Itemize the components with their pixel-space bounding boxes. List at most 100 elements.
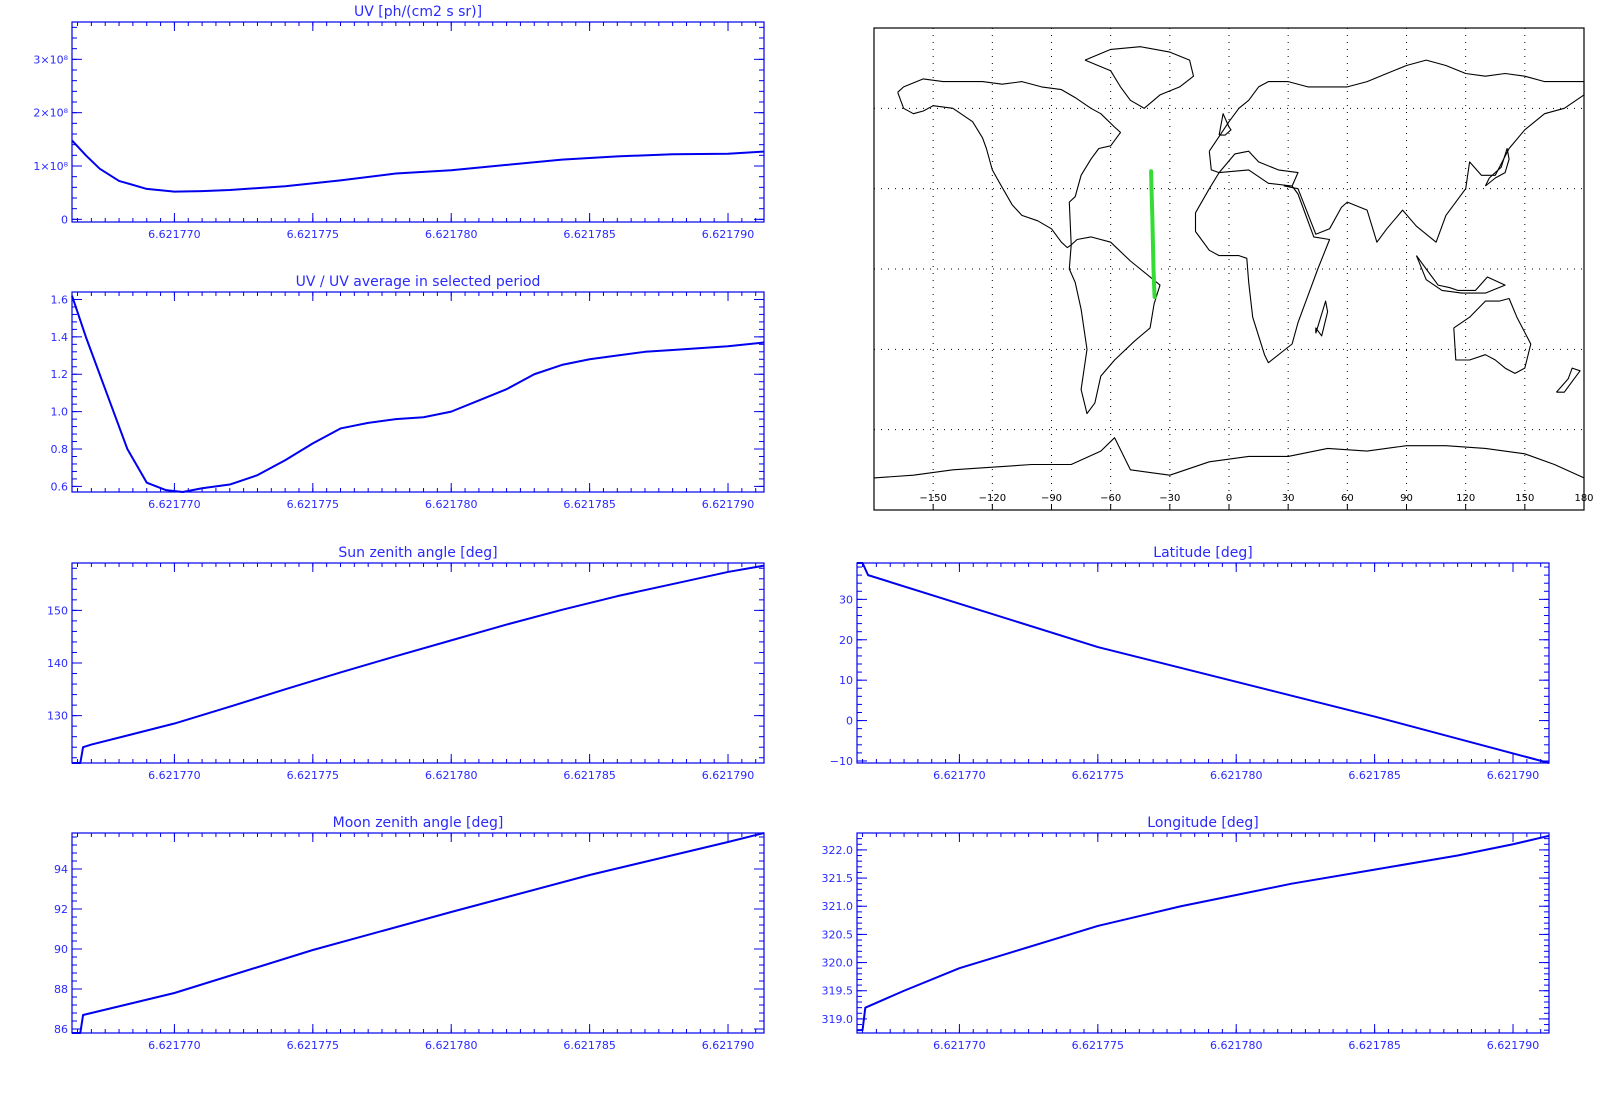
sun-zenith-frame	[71, 562, 765, 764]
latitude-xtick-label: 6.621780	[1210, 769, 1263, 782]
sun-zenith-xtick-label: 6.621785	[563, 769, 616, 782]
sun-zenith-title: Sun zenith angle [deg]	[338, 545, 497, 561]
uv-xtick-label: 6.621775	[287, 228, 340, 241]
map-lon-label: 150	[1515, 493, 1534, 504]
longitude-frame	[856, 832, 1550, 1034]
uv-ratio-title: UV / UV average in selected period	[296, 274, 541, 290]
sun-zenith-ytick-label: 130	[47, 710, 68, 723]
latitude-ytick-label: 30	[839, 593, 853, 606]
uv-ytick-label: 1×10⁸	[33, 160, 68, 173]
sun-zenith-xtick-label: 6.621770	[148, 769, 201, 782]
uv-ratio-ytick-label: 1.2	[51, 368, 69, 381]
uv-ratio-frame	[71, 291, 765, 493]
map-lon-label: −150	[919, 493, 946, 504]
uv-title: UV [ph/(cm2 s sr)]	[354, 4, 482, 20]
latitude-ytick-label: −10	[830, 755, 853, 768]
uv-xtick-label: 6.621790	[702, 228, 755, 241]
moon-zenith-ytick-label: 94	[54, 863, 68, 876]
uv-ratio-ytick-label: 1.0	[51, 406, 69, 419]
uv-ratio-xtick-label: 6.621770	[148, 498, 201, 511]
moon-zenith-xtick-label: 6.621770	[148, 1039, 201, 1052]
moon-zenith-xtick-label: 6.621775	[287, 1039, 340, 1052]
uv-series-line	[71, 139, 765, 193]
map-lon-label: −120	[979, 493, 1006, 504]
longitude-ytick-label: 321.5	[822, 872, 854, 885]
sun-zenith-xtick-label: 6.621780	[425, 769, 478, 782]
map-lon-label: 120	[1456, 493, 1475, 504]
longitude-xtick-label: 6.621790	[1487, 1039, 1540, 1052]
sun-zenith-panel: Sun zenith angle [deg] 6.621770 6.621775 6.…	[47, 545, 765, 782]
uv-ratio-xtick-label: 6.621775	[287, 498, 340, 511]
longitude-ytick-label: 322.0	[822, 844, 854, 857]
moon-zenith-xtick-label: 6.621790	[702, 1039, 755, 1052]
coastline-eurasia	[1208, 59, 1585, 243]
latitude-ytick-label: 20	[839, 634, 853, 647]
uv-xtick-label: 6.621780	[425, 228, 478, 241]
uv-panel: UV [ph/(cm2 s sr)] 6.621770 6.621775 6.6217…	[33, 4, 765, 241]
moon-zenith-series-line	[72, 832, 765, 1034]
longitude-ytick-label: 319.5	[822, 985, 854, 998]
uv-xtick-label: 6.621785	[563, 228, 616, 241]
moon-zenith-ytick-label: 86	[54, 1023, 68, 1036]
latitude-xtick-label: 6.621775	[1072, 769, 1125, 782]
longitude-series-line	[857, 834, 1550, 1032]
longitude-ytick-label: 320.5	[822, 928, 854, 941]
latitude-ytick-label: 0	[846, 715, 853, 728]
moon-zenith-title: Moon zenith angle [deg]	[333, 815, 504, 831]
latitude-panel: Latitude [deg] 6.621770 6.621775 6.621780 6.…	[830, 545, 1550, 782]
uv-ratio-xtick-label: 6.621785	[563, 498, 616, 511]
coastline-north-america	[897, 78, 1122, 249]
coastline-japan	[1484, 147, 1510, 187]
coastline-indonesia	[1415, 255, 1506, 294]
coastline-south-america	[1068, 236, 1161, 415]
uv-ratio-panel: UV / UV average in selected period 6.6217…	[51, 274, 765, 511]
latitude-xtick-label: 6.621790	[1487, 769, 1540, 782]
uv-ytick-label: 3×10⁸	[33, 53, 68, 66]
map-lon-label: −60	[1100, 493, 1121, 504]
longitude-panel: Longitude [deg] 6.621770 6.621775 6.621780 6…	[822, 815, 1550, 1052]
coastline-new-zealand	[1555, 367, 1581, 393]
moon-zenith-xtick-label: 6.621780	[425, 1039, 478, 1052]
longitude-xtick-label: 6.621775	[1072, 1039, 1125, 1052]
sun-zenith-xtick-label: 6.621775	[287, 769, 340, 782]
longitude-title: Longitude [deg]	[1147, 815, 1258, 831]
uv-ratio-series-line	[71, 295, 765, 493]
latitude-frame	[856, 562, 1550, 764]
uv-xtick-label: 6.621770	[148, 228, 201, 241]
moon-zenith-frame	[71, 832, 765, 1034]
uv-ratio-ytick-label: 0.8	[51, 443, 69, 456]
longitude-xtick-label: 6.621770	[933, 1039, 986, 1052]
uv-frame	[71, 21, 765, 223]
satellite-track	[1149, 169, 1157, 300]
uv-ratio-ytick-label: 1.4	[51, 331, 69, 344]
uv-ratio-xtick-label: 6.621790	[702, 498, 755, 511]
longitude-ytick-label: 320.0	[822, 957, 854, 970]
latitude-ytick-label: 10	[839, 674, 853, 687]
uv-ratio-ytick-label: 1.6	[51, 293, 69, 306]
coastline-madagascar	[1315, 300, 1329, 337]
map-lon-label: 60	[1341, 493, 1354, 504]
uv-ytick-label: 2×10⁸	[33, 107, 68, 120]
moon-zenith-ytick-label: 88	[54, 983, 68, 996]
longitude-xtick-label: 6.621785	[1348, 1039, 1401, 1052]
latitude-xtick-label: 6.621785	[1348, 769, 1401, 782]
uv-ratio-xtick-label: 6.621780	[425, 498, 478, 511]
coastline-uk	[1218, 113, 1232, 136]
longitude-ytick-label: 319.0	[822, 1013, 854, 1026]
coastline-greenland	[1084, 46, 1195, 109]
map-frame	[873, 27, 1585, 511]
uv-ratio-ytick-label: 0.6	[51, 480, 69, 493]
map-lon-label: 90	[1400, 493, 1413, 504]
coastline-antarctica	[873, 437, 1585, 479]
uv-ytick-label: 0	[61, 213, 68, 226]
moon-zenith-ytick-label: 90	[54, 943, 68, 956]
map-lon-label: 30	[1282, 493, 1295, 504]
map-lon-label: −30	[1159, 493, 1180, 504]
coastline-africa	[1194, 169, 1331, 364]
map-lon-label: 180	[1574, 493, 1593, 504]
sun-zenith-ytick-label: 140	[47, 657, 68, 670]
sun-zenith-ytick-label: 150	[47, 604, 68, 617]
latitude-title: Latitude [deg]	[1153, 545, 1252, 561]
map-lon-label: 0	[1226, 493, 1232, 504]
